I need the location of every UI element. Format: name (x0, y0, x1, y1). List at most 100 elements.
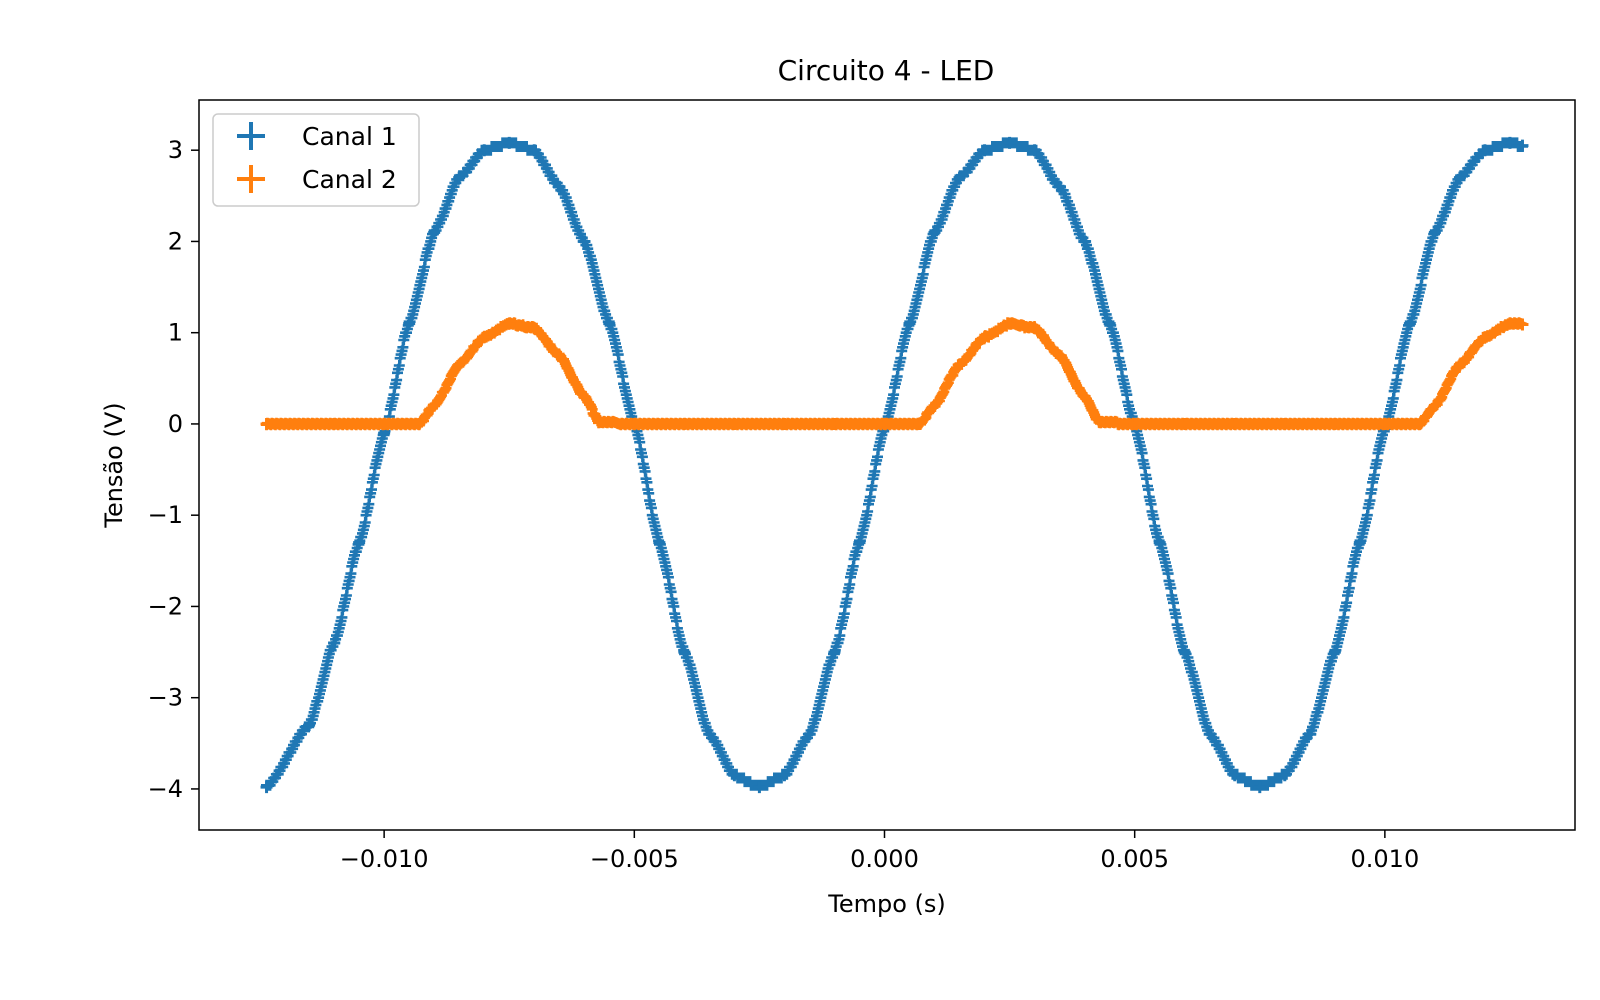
plot-frame (198, 99, 1576, 831)
data-point (803, 728, 816, 741)
data-point (1503, 317, 1516, 330)
legend-label-canal-1: Canal 1 (302, 122, 397, 151)
y-axis: 3 2 1 0 −1 −2 −3 −4 (148, 136, 199, 803)
data-point (1328, 646, 1341, 659)
data-point (413, 417, 426, 430)
data-point (1228, 417, 1241, 430)
y-tick-label: 1 (168, 319, 183, 347)
data-point (1078, 390, 1091, 403)
y-tick-label: −2 (148, 592, 183, 620)
data-point (553, 349, 566, 362)
data-point (878, 417, 891, 430)
data-point (1128, 417, 1141, 430)
data-point (728, 417, 741, 430)
data-point (1428, 226, 1441, 239)
data-point (403, 317, 416, 330)
data-point (1153, 536, 1166, 549)
data-point (1178, 417, 1191, 430)
data-point (303, 719, 316, 732)
data-point (1103, 317, 1116, 330)
data-point (978, 144, 991, 157)
x-tick-label: 0.005 (1100, 845, 1169, 873)
data-point (593, 416, 606, 429)
data-point (378, 417, 391, 430)
data-point (1403, 317, 1416, 330)
data-point (978, 331, 991, 344)
data-point (1028, 322, 1041, 335)
chart-title: Circuito 4 - LED (778, 54, 995, 87)
data-point (528, 322, 541, 335)
data-point (728, 769, 741, 782)
data-point (553, 180, 566, 193)
data-point (903, 317, 916, 330)
x-tick-label: 0.000 (850, 845, 919, 873)
data-point (328, 636, 341, 649)
data-point (453, 171, 466, 184)
data-point (260, 781, 273, 794)
y-tick-label: −4 (148, 775, 183, 803)
data-point (1516, 318, 1529, 331)
data-point (778, 417, 791, 430)
data-point (653, 536, 666, 549)
data-point (1378, 417, 1391, 430)
legend-label-canal-2: Canal 2 (302, 165, 397, 194)
data-point (678, 646, 691, 659)
y-tick-label: 2 (168, 227, 183, 255)
data-point (1203, 728, 1216, 741)
data-point (578, 235, 591, 248)
data-point (953, 171, 966, 184)
data-point (1516, 139, 1529, 152)
y-tick-label: 0 (168, 410, 183, 438)
data-point (503, 317, 516, 330)
data-point (828, 417, 841, 430)
x-axis-label: Tempo (s) (827, 890, 946, 918)
data-point (1353, 536, 1366, 549)
data-point (928, 226, 941, 239)
data-point (578, 390, 591, 403)
data-point (703, 728, 716, 741)
legend: Canal 1 Canal 2 (212, 113, 420, 207)
data-point (1093, 416, 1106, 429)
data-point (1453, 171, 1466, 184)
data-point (1278, 769, 1291, 782)
data-point (1053, 180, 1066, 193)
y-tick-label: 3 (168, 136, 183, 164)
data-point (1303, 728, 1316, 741)
data-point (453, 358, 466, 371)
data-point (428, 399, 441, 412)
data-point (1028, 144, 1041, 157)
data-point (1503, 136, 1516, 149)
y-tick-label: −3 (148, 684, 183, 712)
data-point (913, 417, 926, 430)
data-point (628, 417, 641, 430)
data-point (1278, 417, 1291, 430)
data-point (1428, 399, 1441, 412)
x-tick-label: 0.010 (1351, 845, 1420, 873)
data-point (528, 144, 541, 157)
data-point (603, 317, 616, 330)
y-tick-label: −1 (148, 501, 183, 529)
data-point (753, 781, 766, 794)
x-tick-label: −0.005 (590, 845, 679, 873)
data-point (1053, 349, 1066, 362)
data-point (428, 226, 441, 239)
data-point (828, 646, 841, 659)
series-2 (260, 317, 1529, 431)
data-point (953, 358, 966, 371)
data-point (1178, 646, 1191, 659)
data-point (853, 536, 866, 549)
data-point (478, 331, 491, 344)
data-point (1003, 317, 1016, 330)
data-point (928, 399, 941, 412)
x-tick-label: −0.010 (340, 845, 429, 873)
data-point (778, 769, 791, 782)
data-point (1078, 235, 1091, 248)
data-point (260, 417, 273, 430)
y-axis-label: Tensão (V) (100, 402, 128, 528)
legend-marker-canal-1 (237, 122, 265, 150)
series-layer (260, 136, 1529, 794)
data-point (1453, 358, 1466, 371)
data-point (1228, 769, 1241, 782)
data-point (1478, 144, 1491, 157)
legend-marker-canal-2 (237, 165, 265, 193)
